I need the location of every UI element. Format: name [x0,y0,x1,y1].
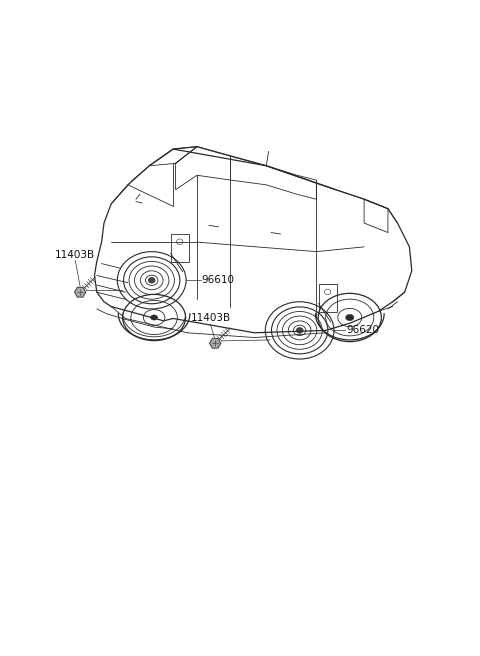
Ellipse shape [346,314,354,321]
Bar [170,234,189,262]
Polygon shape [210,338,221,348]
Ellipse shape [296,327,303,333]
Ellipse shape [151,315,157,320]
Text: 96610: 96610 [202,276,235,285]
Ellipse shape [148,277,155,283]
Text: 11403B: 11403B [191,313,230,323]
Text: 11403B: 11403B [55,250,96,260]
Polygon shape [74,287,86,297]
Text: 96620: 96620 [346,325,379,335]
Bar [319,284,336,312]
